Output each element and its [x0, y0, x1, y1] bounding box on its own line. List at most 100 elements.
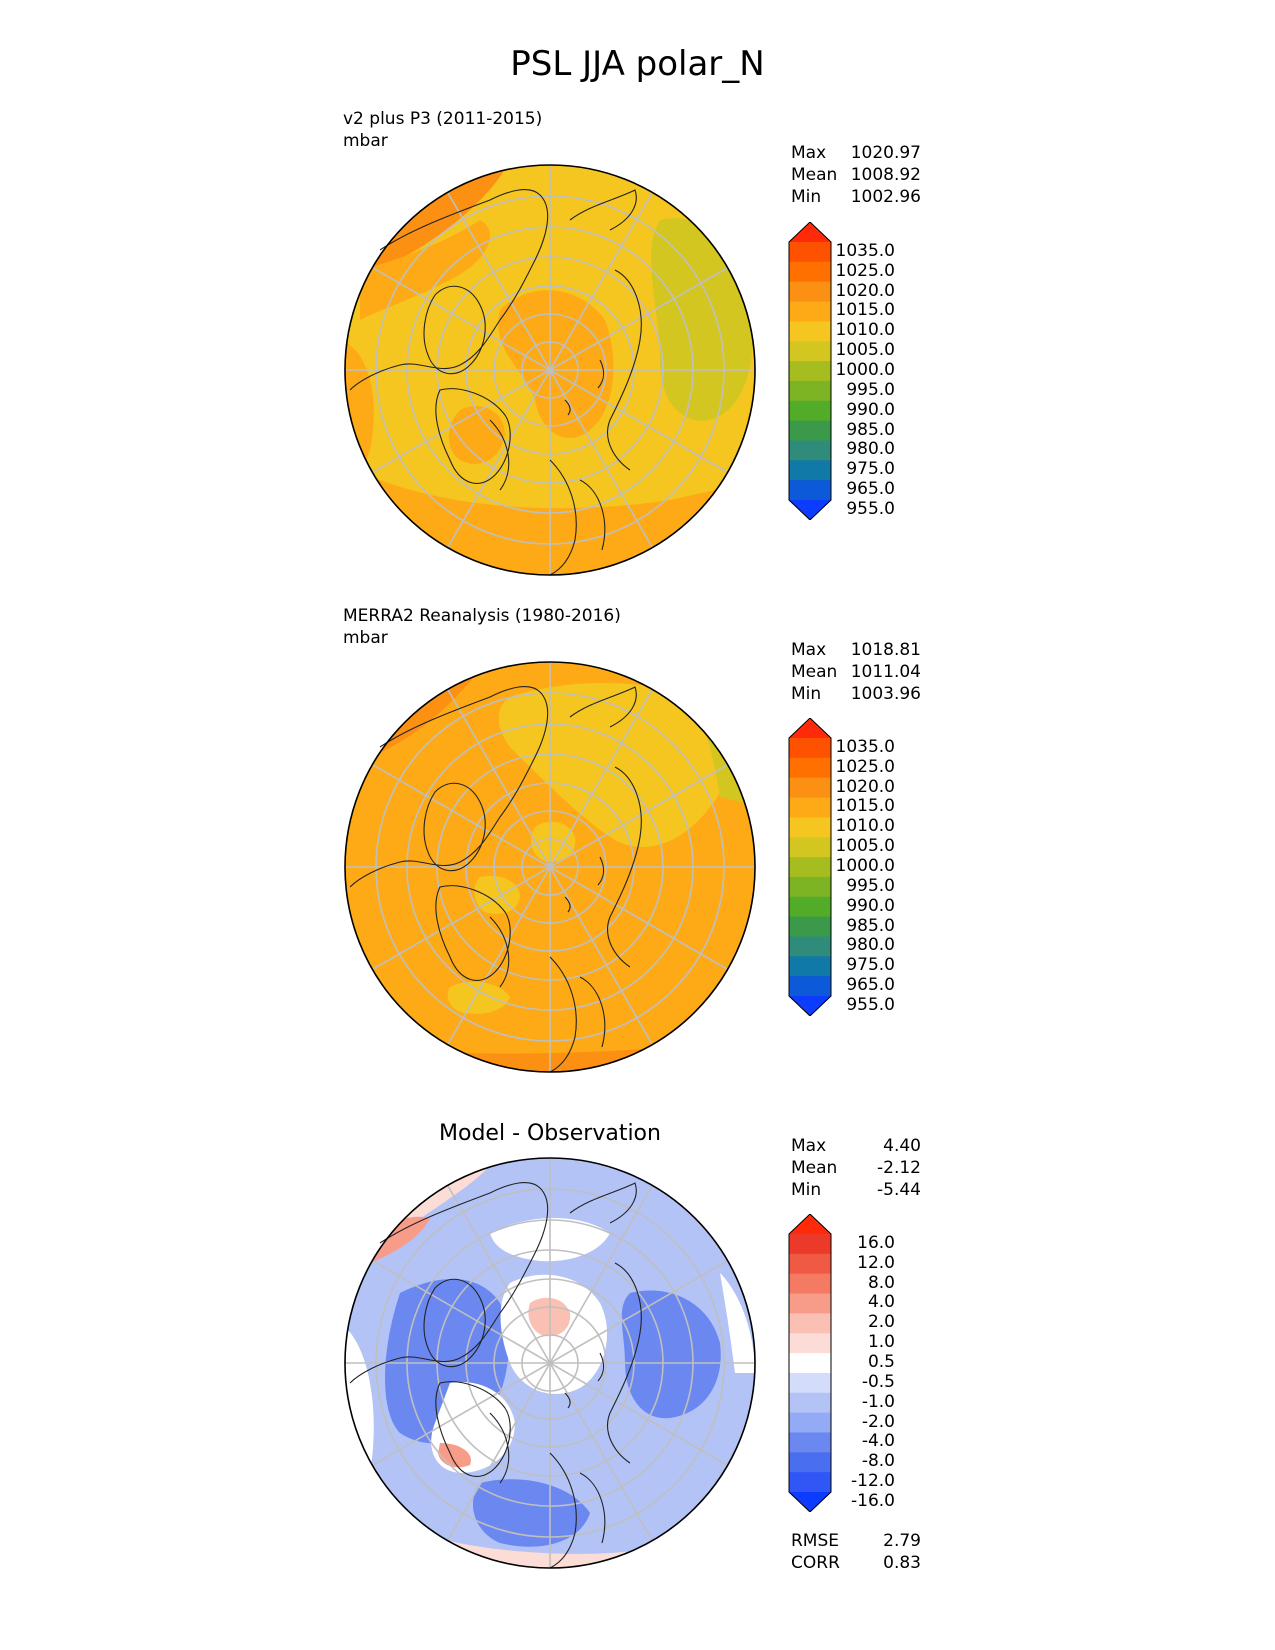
colorbar-box	[789, 460, 831, 481]
colorbar-box	[789, 916, 831, 937]
colorbar-tick-label: 1015.0	[835, 300, 895, 321]
colorbar-tick-label: 975.0	[846, 955, 895, 976]
graticule	[345, 1158, 755, 1568]
colorbar-box	[789, 380, 831, 402]
coastlines	[349, 189, 642, 576]
colorbar-box	[789, 1333, 831, 1354]
colorbar-box	[789, 281, 831, 303]
colorbar-box	[789, 817, 831, 838]
colorbar-box	[789, 321, 831, 342]
colorbar-difference-ticks: 16.0 12.0 8.0 4.0 2.0 1.0 0.5 -0.5 -1.0 -2.0 -4.0-…	[800, 1214, 895, 1512]
panel-3-title: Model - Observation	[439, 1121, 661, 1146]
colorbar-box	[789, 341, 831, 362]
colorbar-tick-label: 0.5	[867, 1352, 895, 1372]
colorbar-tick-label: -1.0	[861, 1391, 895, 1412]
stat-label: Max	[791, 1136, 827, 1156]
colorbar-box	[789, 976, 831, 997]
colorbar-tick-label: 995.0	[846, 875, 895, 896]
colorbar-tick-label: 1.0	[867, 1332, 895, 1353]
panel-2-units: mbar	[343, 628, 388, 648]
stat-label: Max	[791, 143, 827, 163]
colorbar-tick-label: 1015.0	[835, 796, 895, 817]
stat-label: Max	[791, 640, 827, 660]
panel-1-stats: Max 1020.97 Mean 1008.92 Min 1002.96	[791, 142, 921, 208]
stat-value: -5.44	[877, 1180, 921, 1200]
colorbar-box	[789, 1293, 831, 1314]
colorbar-tick-label: 1025.0	[835, 756, 895, 777]
colorbar-outline	[788, 1214, 832, 1512]
colorbar-tick-label: 1005.0	[835, 340, 895, 361]
panel-1-units: mbar	[343, 131, 388, 151]
colorbar-box	[789, 936, 831, 957]
colorbar-box	[789, 1253, 831, 1275]
colorbar-tick-label: -12.0	[851, 1471, 895, 1492]
colorbar-tick-label: 1020.0	[835, 776, 895, 797]
colorbar-tick-label: 1000.0	[835, 856, 895, 876]
colorbar-model	[788, 222, 832, 520]
colorbar-box	[789, 738, 831, 759]
colorbar-tick-label: 1020.0	[835, 280, 895, 301]
colorbar-box	[789, 837, 831, 858]
colorbar-tick-label: -16.0	[851, 1490, 895, 1511]
panel-1-header: v2 plus P3 (2011-2015) mbar	[343, 108, 542, 152]
stat-label: Mean	[791, 662, 838, 682]
stat-value: -2.12	[877, 1158, 921, 1178]
colorbar-box	[789, 1353, 831, 1374]
colorbar-tick-label: 965.0	[846, 975, 895, 996]
colorbar-box	[789, 896, 831, 918]
metric-label: CORR	[791, 1553, 840, 1573]
colorbar-box	[789, 1432, 831, 1453]
graticule	[345, 662, 755, 1072]
colorbar-tick-label: 955.0	[846, 498, 895, 519]
colorbar-box	[789, 420, 831, 441]
colorbar-box	[789, 1234, 831, 1255]
colorbar-tick-label: 975.0	[846, 459, 895, 480]
colorbar-outline	[788, 718, 832, 1016]
colorbar-tick-label: 965.0	[846, 479, 895, 500]
colorbar-extend-min	[789, 1492, 831, 1512]
figure-title: PSL JJA polar_N	[510, 44, 765, 84]
panel-2-header: MERRA2 Reanalysis (1980-2016) mbar	[343, 605, 621, 649]
colorbar-tick-label: 955.0	[846, 994, 895, 1015]
colorbar-box	[789, 361, 831, 382]
model-polar-map	[344, 164, 756, 576]
colorbar-box	[789, 261, 831, 283]
stat-value: 1011.04	[850, 662, 921, 682]
stat-label: Min	[791, 1180, 822, 1200]
colorbar-model-ticks: 1035.0 1025.0 1020.0 1015.0 1010.0 1005.0 1000…	[800, 222, 895, 520]
colorbar-tick-label: 995.0	[846, 379, 895, 400]
colorbar-tick-label: 1000.0	[835, 360, 895, 380]
colorbar-box	[789, 242, 831, 263]
colorbar-tick-label: 990.0	[846, 399, 895, 420]
stat-label: Min	[791, 187, 822, 207]
stat-label: Mean	[791, 165, 838, 185]
map-fill-neutral	[720, 1273, 755, 1373]
colorbar-observation-ticks: 1035.0 1025.0 1020.0 1015.0 1010.0 1005.0 1000…	[800, 718, 895, 1016]
difference-polar-map	[344, 1157, 756, 1569]
metric-value: 0.83	[883, 1553, 921, 1573]
stat-value: 1018.81	[850, 640, 921, 660]
map-fill-low	[651, 218, 754, 421]
stat-value: 1002.96	[850, 187, 921, 207]
colorbar-extend-max	[789, 222, 831, 242]
stat-value: 1020.97	[850, 143, 921, 163]
colorbar-box	[789, 440, 831, 461]
graticule	[345, 165, 755, 575]
metric-value: 2.79	[883, 1531, 921, 1551]
colorbar-tick-label: 1035.0	[835, 736, 895, 757]
stat-label: Min	[791, 684, 822, 704]
stat-label: Mean	[791, 1158, 838, 1178]
colorbar-tick-label: 16.0	[857, 1232, 895, 1253]
colorbar-box	[789, 1412, 831, 1433]
panel-2-title: MERRA2 Reanalysis (1980-2016)	[343, 606, 621, 626]
colorbar-tick-label: 990.0	[846, 895, 895, 916]
coastlines	[349, 1182, 642, 1569]
colorbar-tick-label: 1035.0	[835, 240, 895, 261]
colorbar-extend-min	[789, 500, 831, 520]
metric-label: RMSE	[791, 1531, 840, 1551]
colorbar-tick-label: 1025.0	[835, 260, 895, 281]
colorbar-extend-max	[789, 718, 831, 738]
map-fill-mid	[498, 290, 614, 439]
colorbar-tick-label: 985.0	[846, 915, 895, 936]
colorbar-tick-label: 985.0	[846, 419, 895, 440]
